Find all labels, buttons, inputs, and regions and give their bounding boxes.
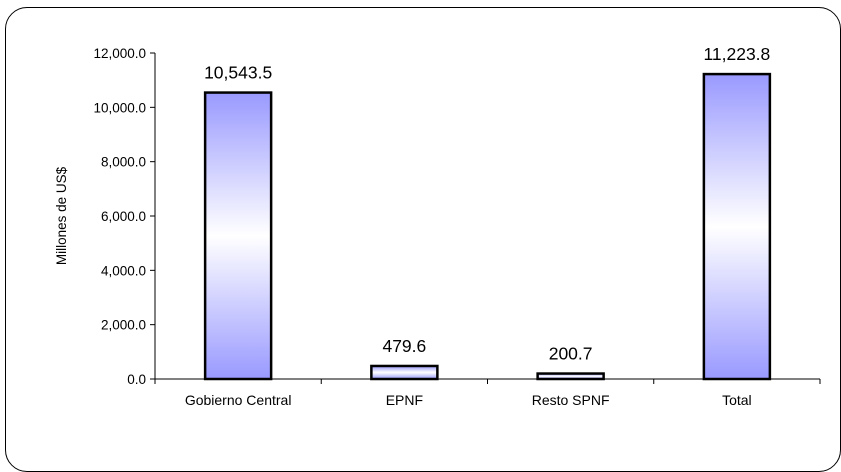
- y-tick-label: 8,000.0: [101, 155, 146, 170]
- y-axis-title: Millones de US$: [54, 166, 69, 265]
- x-tick-label: EPNF: [386, 392, 423, 408]
- x-tick-label: Resto SPNF: [532, 392, 610, 408]
- chart-frame: [5, 7, 841, 472]
- x-tick-label: Total: [722, 392, 752, 408]
- y-tick-label: 12,000.0: [93, 46, 146, 61]
- y-tick-label: 2,000.0: [101, 318, 146, 333]
- x-tick-label: Gobierno Central: [185, 392, 292, 408]
- bar: [536, 372, 605, 381]
- y-tick-label: 6,000.0: [101, 209, 146, 224]
- y-tick-label: 10,000.0: [93, 100, 146, 115]
- data-label: 479.6: [382, 336, 426, 356]
- y-tick-label: 4,000.0: [101, 263, 146, 278]
- y-tick-label: 0.0: [127, 372, 146, 387]
- bar: [370, 364, 439, 381]
- data-label: 10,543.5: [204, 63, 272, 83]
- bar: [702, 72, 772, 381]
- data-label: 200.7: [549, 344, 593, 364]
- bar: [203, 91, 273, 381]
- data-label: 11,223.8: [703, 44, 770, 64]
